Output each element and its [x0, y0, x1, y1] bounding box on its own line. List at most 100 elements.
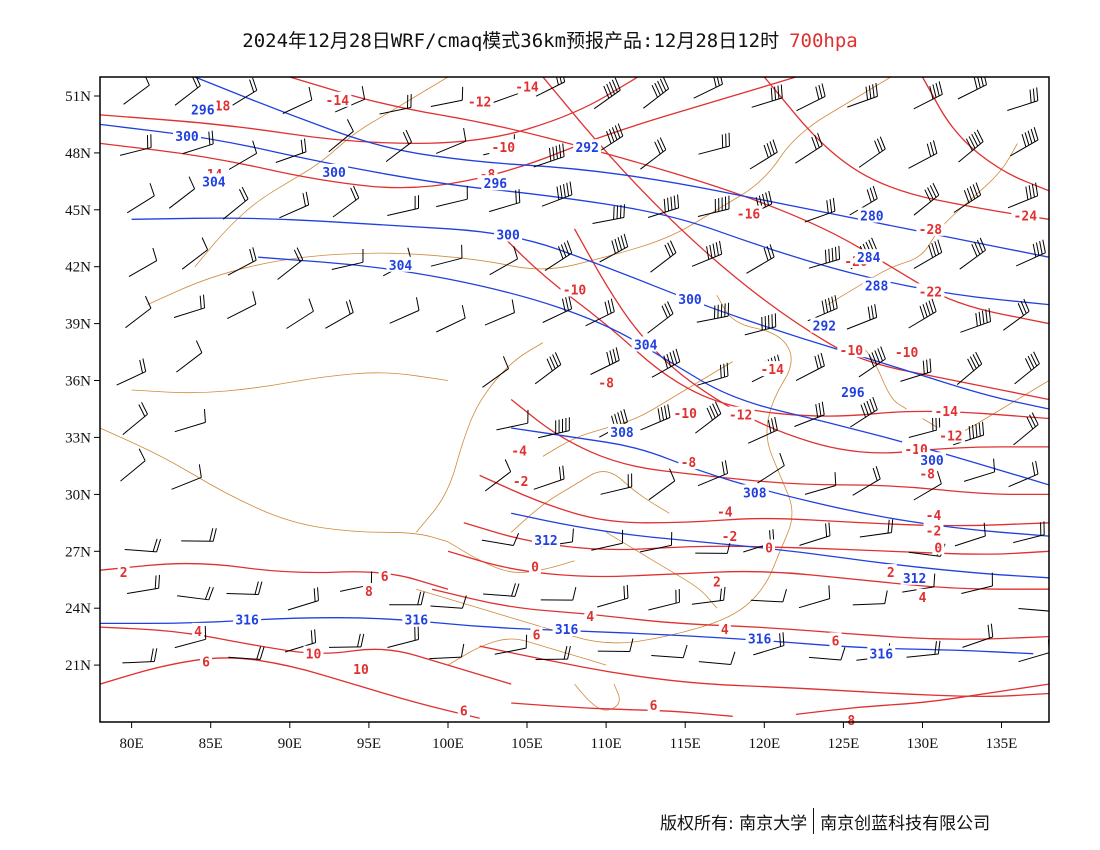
lat-tick-label: 36N — [65, 374, 91, 390]
wind-barb — [585, 298, 615, 327]
wind-barb — [1014, 351, 1040, 385]
lon-tick-label: 130E — [907, 736, 939, 752]
wind-barb — [481, 532, 520, 546]
temperature-label: -14 — [760, 363, 784, 378]
wind-barb — [1008, 460, 1039, 488]
label-background — [710, 573, 723, 589]
temperature-label: 6 — [832, 634, 840, 649]
border-line — [605, 531, 718, 609]
border-line — [416, 295, 793, 644]
wind-barb — [697, 460, 729, 487]
wind-barb — [128, 247, 158, 278]
temperature-label: -2 — [722, 530, 738, 545]
height-label: 300 — [175, 130, 199, 145]
wind-barbs — [116, 77, 1049, 665]
wind-barb — [1013, 412, 1039, 446]
label-background — [200, 653, 212, 669]
label-background — [513, 78, 541, 94]
label-background — [763, 539, 775, 555]
wind-barb — [176, 340, 203, 373]
label-background — [188, 101, 217, 117]
wind-barb — [753, 632, 785, 656]
wind-barb — [597, 584, 629, 608]
wind-barb — [1015, 239, 1046, 267]
wind-barb — [537, 417, 570, 439]
height-label: 296 — [841, 386, 865, 401]
label-background — [573, 139, 602, 155]
label-background — [192, 622, 205, 638]
height-label: 316 — [555, 623, 579, 638]
wind-barb — [639, 532, 673, 553]
wind-barb — [325, 299, 354, 329]
wind-barb — [389, 297, 420, 324]
map-title: 2024年12月28日WRF/cmaq模式36km预报产品:12月28日12时 7… — [0, 26, 1100, 53]
label-background — [351, 660, 371, 676]
temperature-contour — [479, 645, 1049, 697]
label-background — [199, 173, 228, 189]
wind-barb — [1018, 608, 1049, 612]
temperature-label: 0 — [531, 560, 539, 575]
temperature-label: -4 — [511, 445, 527, 460]
wind-barb — [171, 464, 202, 490]
lat-tick-label: 48N — [65, 146, 91, 162]
lon-tick-label: 80E — [120, 736, 144, 752]
copyright-footer: 版权所有: 南京大学 南京创蓝科技有限公司 — [660, 808, 990, 834]
lon-tick-label: 120E — [748, 736, 780, 752]
label-background — [671, 404, 700, 420]
temperature-label: -10 — [840, 344, 864, 359]
height-contour — [511, 512, 1049, 579]
temperature-label: -2 — [513, 475, 529, 490]
label-background — [530, 626, 543, 642]
wind-barb — [282, 86, 313, 114]
wind-barb — [533, 465, 565, 490]
temperature-contour — [100, 562, 449, 590]
height-label: 296 — [484, 177, 508, 192]
label-background — [678, 454, 699, 470]
wind-barb — [1013, 521, 1045, 544]
wind-barb — [387, 626, 419, 648]
label-background — [923, 522, 944, 538]
temperature-label: 6 — [202, 655, 210, 670]
wind-barb — [482, 356, 509, 388]
height-label: 288 — [865, 280, 889, 295]
temperature-contour — [494, 228, 1049, 420]
wind-barb — [222, 186, 249, 220]
label-background — [1011, 207, 1040, 223]
temperature-label: 4 — [919, 591, 927, 606]
temperature-contour — [921, 77, 1049, 192]
label-background — [323, 91, 352, 107]
lon-tick-label: 100E — [432, 736, 464, 752]
label-background — [552, 621, 581, 636]
label-background — [386, 256, 415, 272]
label-background — [900, 569, 929, 585]
wind-barb — [174, 625, 207, 649]
temperature-label: -8 — [598, 376, 614, 391]
wind-barb — [846, 304, 878, 330]
height-label: 308 — [743, 487, 767, 502]
wind-barb — [640, 404, 671, 431]
wind-barb — [698, 651, 736, 665]
height-label: 316 — [870, 648, 894, 663]
wind-barb — [650, 240, 677, 273]
temperature-contour — [100, 657, 480, 719]
wind-barb — [275, 138, 307, 163]
label-background — [916, 283, 945, 299]
label-background — [892, 344, 921, 360]
wind-barb — [597, 638, 634, 652]
wind-barb — [750, 588, 787, 603]
height-label: 312 — [903, 572, 926, 587]
wind-barb — [960, 308, 992, 333]
label-background — [902, 440, 931, 456]
label-background — [845, 712, 858, 728]
wind-barb — [436, 185, 468, 208]
wind-barb — [599, 233, 629, 263]
lon-tick-label: 110E — [591, 736, 622, 752]
label-background — [867, 645, 896, 661]
temperature-label: -12 — [468, 96, 491, 111]
temperature-label: -24 — [1014, 210, 1038, 225]
wind-barb — [181, 528, 217, 542]
wind-barb — [798, 585, 831, 609]
temperature-label: -12 — [729, 409, 752, 424]
wind-barb — [124, 538, 162, 553]
temperature-label: 10 — [353, 663, 369, 678]
